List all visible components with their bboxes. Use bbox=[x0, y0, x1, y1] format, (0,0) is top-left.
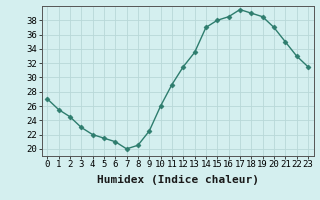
X-axis label: Humidex (Indice chaleur): Humidex (Indice chaleur) bbox=[97, 175, 259, 185]
